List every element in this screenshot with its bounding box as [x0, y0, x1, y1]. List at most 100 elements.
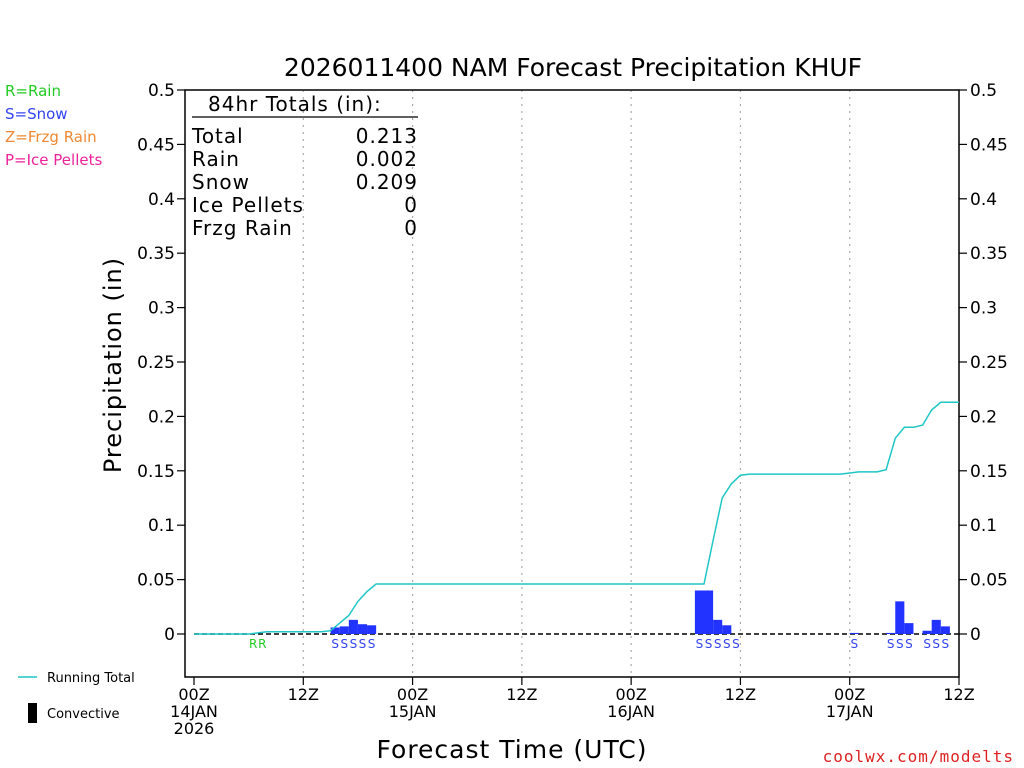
x-tick-label: 12Z	[288, 685, 319, 704]
y-tick-label: 0.05	[137, 571, 175, 591]
y-tick-label: 0.35	[137, 244, 175, 264]
credit-text: coolwx.com/modelts	[823, 747, 1014, 766]
precip-bar	[348, 619, 358, 634]
ptype-legend: R=Rain S=Snow Z=Frzg Rain P=Ice Pellets	[5, 82, 102, 169]
ptype-legend-item: R=Rain	[5, 82, 61, 100]
x-tick-label: 00Z	[834, 685, 865, 704]
ptype-marker: R	[258, 637, 266, 651]
precip-bar	[339, 626, 349, 634]
y-tick-label: 0.05	[970, 571, 1008, 591]
y-tick-label: 0.25	[970, 353, 1008, 373]
totals-row-value: 0.209	[356, 170, 418, 194]
precip-bar	[940, 626, 950, 634]
running-total-legend-label: Running Total	[47, 671, 135, 686]
y-tick-label: 0.4	[970, 190, 997, 210]
running-total-line	[194, 401, 959, 635]
precip-bar	[931, 619, 941, 634]
totals-row-label: Rain	[192, 147, 240, 171]
y-tick-label: 0.2	[970, 407, 997, 427]
precip-bar	[713, 619, 723, 634]
ptype-marker: S	[350, 637, 358, 651]
precip-bar	[895, 601, 905, 634]
x-tick-label: 12Z	[506, 685, 537, 704]
precip-bar	[330, 627, 340, 634]
x-tick-label: 00Z	[397, 685, 428, 704]
ptype-marker: S	[732, 637, 740, 651]
totals-box: 84hr Totals (in): Total 0.213 Rain 0.002 Snow…	[191, 92, 418, 240]
precip-bar	[904, 623, 914, 634]
y-tick-label: 0.2	[148, 407, 175, 427]
totals-row-value: 0	[404, 216, 418, 240]
convective-legend-label: Convective	[47, 707, 120, 722]
ptype-marker: S	[905, 637, 913, 651]
ptype-marker: S	[887, 637, 895, 651]
y-axis-label: Precipitation (in)	[99, 257, 127, 473]
ptype-marker: S	[331, 637, 339, 651]
ptype-legend-item: S=Snow	[5, 105, 68, 123]
x-tick-label: 00Z	[178, 685, 209, 704]
y-tick-label: 0.5	[970, 81, 997, 101]
precip-bar	[886, 632, 896, 634]
x-tick-label: 16JAN	[607, 702, 655, 721]
totals-row-value: 0	[404, 193, 418, 217]
y-tick-label: 0.15	[970, 462, 1008, 482]
ptype-legend-item: P=Ice Pellets	[5, 151, 102, 169]
y-tick-label: 0.15	[137, 462, 175, 482]
ptype-marker: S	[696, 637, 704, 651]
ptype-marker: S	[850, 637, 858, 651]
totals-row-label: Ice Pellets	[192, 193, 304, 217]
precip-bar	[722, 625, 732, 634]
ptype-marker: S	[896, 637, 904, 651]
x-tick-label: 14JAN	[170, 702, 218, 721]
convective-swatch	[28, 703, 37, 723]
y-tick-label: 0.35	[970, 244, 1008, 264]
hourly-precip-bars	[330, 590, 950, 634]
y-tick-label: 0.45	[137, 135, 175, 155]
ptype-marker: S	[723, 637, 731, 651]
y-tick-label: 0.5	[148, 81, 175, 101]
totals-row-label: Frzg Rain	[192, 216, 293, 240]
y-tick-label: 0.3	[970, 299, 997, 319]
chart-title: 2026011400 NAM Forecast Precipitation KH…	[284, 53, 862, 82]
x-tick-label: 12Z	[725, 685, 756, 704]
ptype-marker: S	[359, 637, 367, 651]
x-tick-label: 00Z	[615, 685, 646, 704]
y-tick-label: 0	[970, 625, 981, 645]
precip-bar	[849, 632, 859, 634]
ptype-marker: S	[340, 637, 348, 651]
y-axis-ticks: 0 00.05 0.050.1 0.10.15 0.150.2 0.20.25 0.250.…	[137, 81, 1008, 645]
x-tick-label: 17JAN	[826, 702, 874, 721]
precip-bar	[694, 590, 704, 634]
y-tick-label: 0.1	[148, 516, 175, 536]
x-axis-label: Forecast Time (UTC)	[377, 735, 648, 764]
ptype-marker: S	[714, 637, 722, 651]
totals-row-value: 0.213	[356, 124, 418, 148]
series-legend: Running Total Convective	[18, 671, 135, 723]
ptype-marker: S	[923, 637, 931, 651]
y-tick-label: 0.4	[148, 190, 175, 210]
ptype-marker: S	[942, 637, 950, 651]
totals-row-label: Snow	[192, 170, 250, 194]
precip-bar	[922, 630, 932, 634]
precip-bar	[704, 590, 714, 634]
ptype-legend-item: Z=Frzg Rain	[5, 128, 97, 146]
x-tick-label: 2026	[174, 719, 215, 738]
ptype-marker: S	[705, 637, 713, 651]
y-tick-label: 0.45	[970, 135, 1008, 155]
ptype-marker: S	[932, 637, 940, 651]
y-tick-label: 0.3	[148, 299, 175, 319]
totals-row-value: 0.002	[356, 147, 418, 171]
x-tick-label: 15JAN	[389, 702, 437, 721]
precip-bar	[357, 624, 368, 634]
ptype-marker: S	[368, 637, 376, 651]
plot-frame	[184, 89, 960, 678]
precip-bar	[367, 625, 377, 634]
y-tick-label: 0.1	[970, 516, 997, 536]
totals-header: 84hr Totals (in):	[208, 92, 382, 116]
totals-row-label: Total	[191, 124, 244, 148]
x-tick-label: 12Z	[943, 685, 974, 704]
y-tick-label: 0	[164, 625, 175, 645]
